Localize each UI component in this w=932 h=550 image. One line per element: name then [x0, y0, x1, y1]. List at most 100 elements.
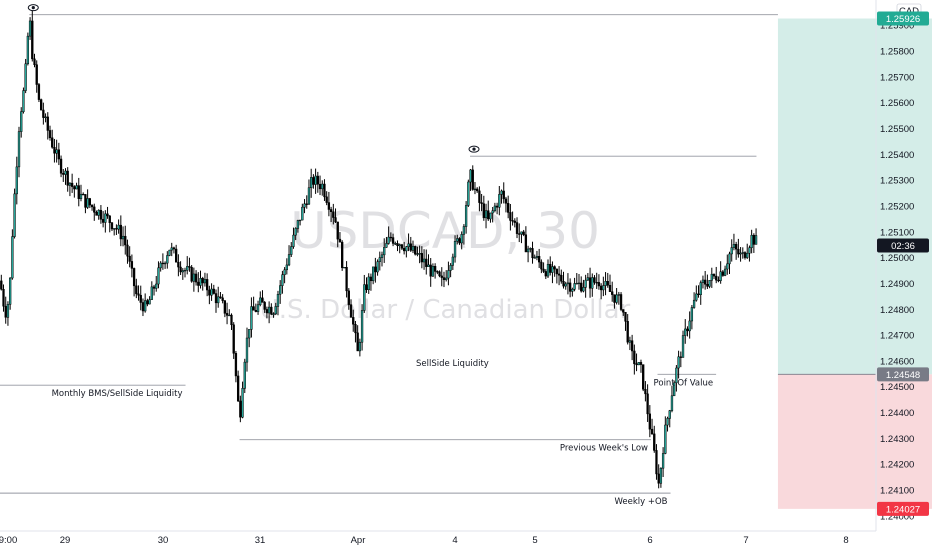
candle [256, 300, 260, 315]
currency-label: CAD [899, 6, 919, 17]
candle [445, 270, 448, 282]
candle [64, 168, 67, 185]
candle [66, 167, 69, 192]
candle [735, 241, 738, 260]
candle [644, 381, 647, 402]
candle [704, 270, 707, 290]
candle [166, 251, 169, 269]
candle [245, 327, 249, 372]
candle [661, 447, 665, 478]
candle [555, 268, 559, 284]
candle [518, 223, 521, 243]
candle [124, 225, 127, 255]
candle [155, 275, 158, 292]
candle [135, 278, 138, 299]
candle [194, 270, 198, 286]
candle [93, 203, 96, 221]
candle [270, 303, 273, 316]
candle [210, 283, 213, 301]
candle [566, 273, 570, 295]
candle [646, 384, 649, 422]
time-tick-label: 30 [158, 535, 169, 546]
candle [363, 274, 366, 313]
candle [464, 201, 468, 234]
candle [478, 186, 481, 212]
text-annotations: Monthly BMS/SellSide Liquidity Previous W… [52, 359, 714, 507]
position-zones[interactable] [777, 18, 932, 509]
candle [606, 272, 609, 288]
candle [88, 197, 91, 209]
svg-text:02:36: 02:36 [891, 241, 915, 252]
candle [243, 358, 246, 394]
time-tick-label: 5 [532, 535, 537, 546]
candle [161, 253, 165, 270]
candle [106, 206, 109, 219]
candle [730, 239, 733, 262]
candle [95, 210, 98, 216]
price-axis[interactable]: 1.25900 1.25800 1.25700 1.25600 1.25500 1.254… [880, 21, 914, 523]
eye-icon [27, 4, 39, 12]
candle [493, 202, 497, 213]
candle [425, 249, 428, 275]
price-tick-label: 1.25000 [880, 253, 914, 264]
candle [79, 184, 83, 202]
candle [717, 276, 720, 283]
candle [35, 60, 38, 93]
candle [325, 191, 328, 206]
candle [367, 273, 370, 294]
candle [349, 299, 353, 318]
candle [420, 246, 423, 269]
candle [352, 309, 355, 332]
candle [338, 232, 342, 243]
time-tick-label: 8 [843, 535, 848, 546]
candle [535, 250, 539, 261]
candle [442, 271, 446, 288]
candle [593, 275, 596, 285]
candle [633, 344, 636, 375]
candle [708, 280, 711, 289]
candle [540, 259, 543, 274]
candle [732, 233, 736, 251]
candle [119, 215, 122, 247]
time-axis[interactable]: 9:00 29 30 31 Apr 4 5 6 7 8 [0, 535, 849, 546]
candle [449, 263, 452, 278]
candle [531, 241, 534, 264]
time-tick-label: 9:00 [0, 535, 17, 546]
candle [626, 314, 629, 345]
price-tick-label: 1.25200 [880, 201, 914, 212]
candle [285, 258, 288, 275]
candle [13, 188, 16, 239]
candle [159, 261, 162, 272]
price-tick-label: 1.25600 [880, 98, 914, 109]
candle [90, 204, 94, 211]
candle [635, 353, 638, 372]
candle [538, 248, 541, 268]
candlestick-series[interactable] [0, 10, 758, 489]
time-tick-label: 4 [452, 535, 457, 546]
candle [728, 251, 731, 274]
loss-zone[interactable] [777, 374, 932, 509]
level-lines[interactable] [0, 4, 778, 494]
price-tick-label: 1.24800 [880, 305, 914, 316]
candle [396, 240, 399, 252]
candle [217, 286, 220, 308]
symbol-watermark: USDCAD, 30 [290, 202, 600, 260]
candle [84, 194, 87, 214]
candle [398, 243, 401, 254]
candle [675, 365, 678, 392]
candle [411, 240, 415, 254]
candle [653, 425, 656, 453]
candle [533, 254, 536, 259]
candle [746, 243, 749, 259]
candle [137, 285, 140, 301]
candle [183, 267, 187, 278]
candle [502, 182, 505, 204]
candle [343, 266, 346, 269]
candle [44, 113, 47, 123]
candle [190, 265, 193, 283]
candle [690, 304, 694, 330]
candle [188, 257, 191, 272]
candle [175, 244, 178, 263]
profit-zone[interactable] [777, 18, 932, 375]
